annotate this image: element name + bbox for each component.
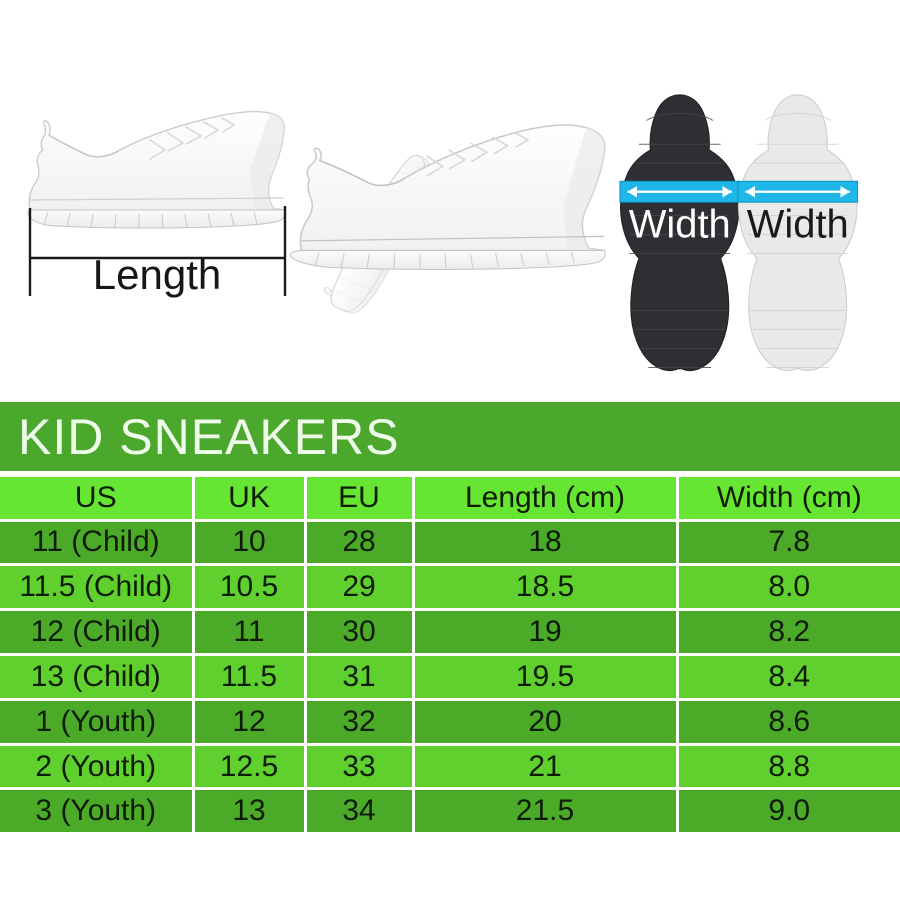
svg-text:Length: Length (93, 251, 221, 298)
svg-text:Width: Width (629, 202, 731, 246)
svg-text:Width: Width (747, 202, 849, 246)
